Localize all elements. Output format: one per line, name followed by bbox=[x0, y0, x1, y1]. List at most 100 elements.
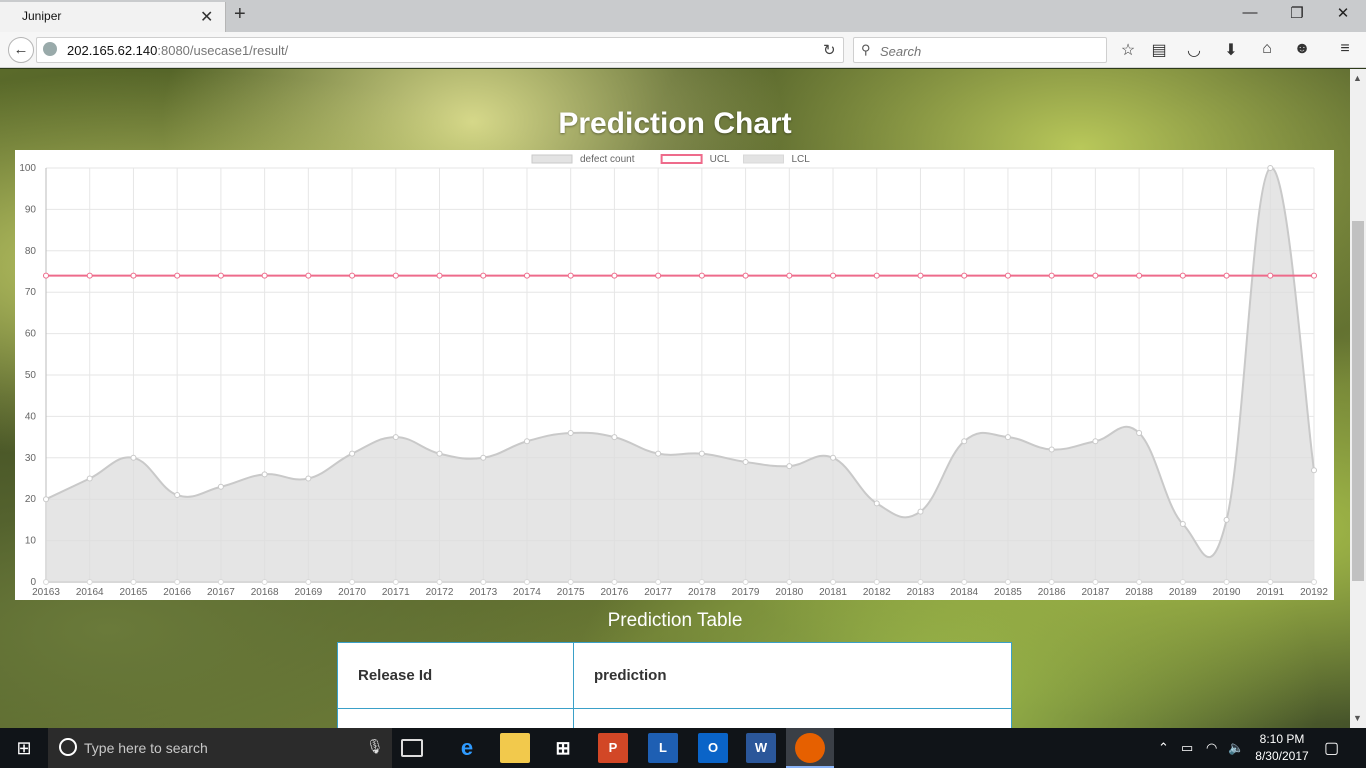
page-title: Prediction Chart bbox=[558, 107, 792, 140]
data-point bbox=[917, 272, 924, 279]
x-tick-label: 20191 bbox=[1256, 587, 1284, 598]
close-window-icon[interactable]: ✕ bbox=[1336, 5, 1350, 22]
url-path: :8080/usecase1/result/ bbox=[157, 43, 289, 58]
microphone-icon[interactable]: 🎙 bbox=[366, 738, 384, 754]
data-point bbox=[1311, 272, 1317, 279]
scroll-up-icon[interactable]: ▲ bbox=[1353, 73, 1362, 83]
data-point bbox=[480, 272, 487, 279]
x-tick-label: 20175 bbox=[557, 587, 585, 598]
clock[interactable]: 8:10 PM 8/30/2017 bbox=[1246, 731, 1318, 765]
taskbar-search-text: Type here to search bbox=[84, 740, 208, 756]
x-tick-label: 20163 bbox=[32, 587, 60, 598]
x-tick-label: 20171 bbox=[382, 587, 410, 598]
x-tick-label: 20169 bbox=[294, 587, 322, 598]
task-view-icon[interactable] bbox=[401, 739, 423, 757]
url-text[interactable]: 202.165.62.140:8080/usecase1/result/ bbox=[67, 43, 288, 58]
data-point bbox=[1223, 516, 1230, 523]
taskbar-search-box[interactable]: Type here to search 🎙 bbox=[48, 728, 392, 768]
site-info-icon[interactable] bbox=[43, 42, 57, 56]
search-bar[interactable]: ⚲ bbox=[853, 37, 1107, 63]
legend-label: defect count bbox=[580, 154, 635, 165]
data-point bbox=[698, 579, 705, 585]
store-icon[interactable]: ⊞ bbox=[555, 738, 571, 758]
data-point bbox=[1267, 272, 1274, 279]
edge-icon[interactable]: e bbox=[460, 735, 474, 760]
navigation-bar: ← 202.165.62.140:8080/usecase1/result/ ↻… bbox=[0, 32, 1366, 68]
start-button[interactable]: ⊞ bbox=[16, 738, 32, 758]
data-point bbox=[480, 454, 487, 461]
close-tab-icon[interactable]: ✕ bbox=[200, 9, 214, 26]
data-point bbox=[698, 450, 705, 457]
back-button[interactable]: ← bbox=[8, 37, 34, 63]
data-point bbox=[523, 438, 530, 445]
x-tick-label: 20183 bbox=[907, 587, 935, 598]
data-point bbox=[349, 579, 356, 585]
y-tick-label: 50 bbox=[25, 370, 37, 381]
series-line-0 bbox=[45, 166, 1315, 559]
new-tab-icon[interactable]: + bbox=[234, 3, 246, 25]
bookmark-star-icon[interactable]: ☆ bbox=[1120, 42, 1136, 59]
clock-time: 8:10 PM bbox=[1259, 732, 1305, 746]
data-point bbox=[349, 272, 356, 279]
x-tick-label: 20180 bbox=[775, 587, 803, 598]
file-explorer-icon[interactable] bbox=[500, 733, 530, 763]
url-host: 202.165.62.140 bbox=[67, 43, 158, 58]
data-point bbox=[1092, 579, 1099, 585]
pocket-icon[interactable]: ◡ bbox=[1187, 42, 1201, 59]
data-point bbox=[1092, 272, 1099, 279]
x-tick-label: 20178 bbox=[688, 587, 716, 598]
x-tick-label: 20164 bbox=[76, 587, 104, 598]
reader-list-icon[interactable]: ▤ bbox=[1151, 42, 1167, 59]
data-point bbox=[305, 475, 312, 482]
lync-icon[interactable]: L bbox=[648, 733, 678, 763]
download-icon[interactable]: ⬇ bbox=[1224, 42, 1238, 59]
data-point bbox=[742, 272, 749, 279]
notification-icon[interactable]: ▢ bbox=[1324, 740, 1340, 757]
outlook-icon[interactable]: O bbox=[698, 733, 728, 763]
scroll-down-icon[interactable]: ▼ bbox=[1353, 713, 1362, 723]
battery-icon[interactable]: ▭ bbox=[1181, 740, 1194, 755]
url-bar[interactable]: 202.165.62.140:8080/usecase1/result/ ↻ bbox=[36, 37, 844, 63]
search-input[interactable] bbox=[880, 42, 1100, 60]
x-tick-label: 20172 bbox=[426, 587, 454, 598]
volume-icon[interactable]: 🔈 bbox=[1228, 740, 1245, 755]
data-point bbox=[436, 272, 443, 279]
data-point bbox=[961, 438, 968, 445]
browser-tab[interactable]: Juniper ✕ bbox=[0, 2, 226, 32]
legend-swatch bbox=[660, 154, 703, 164]
word-icon[interactable]: W bbox=[746, 733, 776, 763]
menu-icon[interactable]: ≡ bbox=[1340, 40, 1350, 57]
series-area-0 bbox=[46, 167, 1314, 582]
x-tick-label: 20167 bbox=[207, 587, 235, 598]
y-tick-label: 60 bbox=[25, 329, 37, 340]
data-point bbox=[1179, 579, 1186, 585]
feedback-icon[interactable]: ☻ bbox=[1293, 40, 1311, 57]
tab-bar: Juniper ✕ + — ❐ ✕ bbox=[0, 0, 1366, 32]
prediction-chart: 0 10 20 30 40 50 60 70 80 90 100 20163 20164 20165 201… bbox=[19, 154, 1328, 598]
data-point bbox=[1048, 272, 1055, 279]
clock-date: 8/30/2017 bbox=[1255, 749, 1309, 763]
firefox-taskbar-button[interactable] bbox=[786, 728, 834, 768]
x-tick-label: 20165 bbox=[120, 587, 148, 598]
data-point bbox=[86, 272, 93, 279]
x-tick-label: 20168 bbox=[251, 587, 279, 598]
powerpoint-icon[interactable]: P bbox=[598, 733, 628, 763]
legend-label: UCL bbox=[710, 154, 730, 165]
vertical-scrollbar[interactable]: ▲ ▼ bbox=[1350, 69, 1366, 728]
scroll-thumb[interactable] bbox=[1352, 221, 1364, 581]
home-icon[interactable]: ⌂ bbox=[1262, 40, 1272, 57]
data-point bbox=[830, 579, 837, 585]
data-point bbox=[392, 579, 399, 585]
data-point bbox=[305, 272, 312, 279]
minimize-icon[interactable]: — bbox=[1242, 4, 1258, 21]
data-point bbox=[1223, 579, 1230, 585]
data-point bbox=[786, 272, 793, 279]
data-point bbox=[611, 579, 618, 585]
restore-icon[interactable]: ❐ bbox=[1290, 5, 1304, 22]
wifi-icon[interactable]: ◠ bbox=[1206, 740, 1218, 755]
reload-icon[interactable]: ↻ bbox=[823, 42, 836, 59]
tray-expand-icon[interactable]: ⌃ bbox=[1158, 740, 1169, 755]
x-tick-label: 20176 bbox=[601, 587, 629, 598]
data-point bbox=[655, 450, 662, 457]
data-point bbox=[655, 272, 662, 279]
